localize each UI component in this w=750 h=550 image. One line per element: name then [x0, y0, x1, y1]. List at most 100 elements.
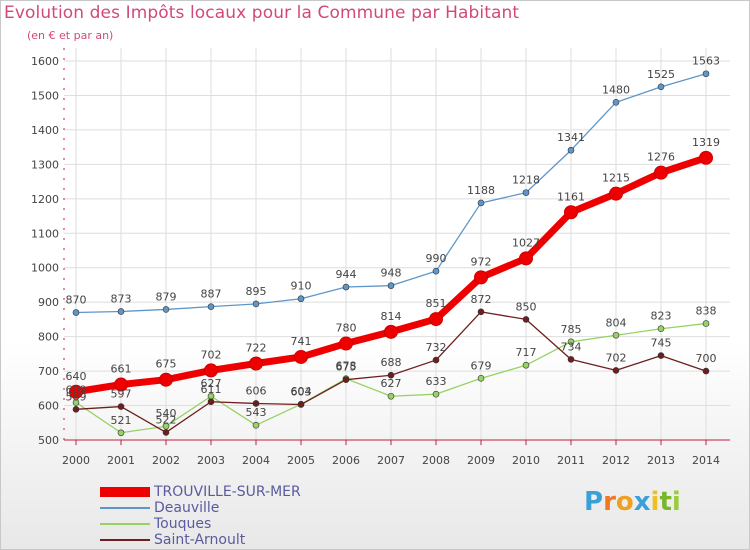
data-point-touques: [72, 399, 80, 406]
data-label-saint-arnoult: 872: [471, 293, 492, 306]
data-label-saint-arnoult: 675: [336, 361, 357, 374]
data-label-trouville: 702: [201, 348, 222, 361]
data-label-trouville: 661: [111, 363, 132, 376]
data-label-saint-arnoult: 589: [66, 390, 87, 403]
x-tick-label: 2005: [287, 454, 315, 467]
data-label-trouville: 640: [66, 370, 87, 383]
y-tick-label: 600: [38, 400, 59, 413]
data-label-trouville: 972: [471, 255, 492, 268]
chart-subtitle: (en € et par an): [27, 29, 114, 42]
data-point-touques: [522, 361, 530, 369]
data-label-trouville: 780: [336, 322, 357, 335]
x-tick-label: 2009: [467, 454, 495, 467]
y-tick-label: 700: [38, 365, 59, 378]
data-point-deauville: [657, 83, 665, 91]
data-label-saint-arnoult: 606: [246, 384, 267, 397]
legend-item-saint-arnoult: Saint-Arnoult: [100, 532, 400, 548]
data-label-trouville: 1027: [512, 236, 540, 249]
legend-swatch-trouville: [100, 487, 150, 497]
data-label-saint-arnoult: 732: [426, 341, 447, 354]
data-point-trouville: [294, 349, 308, 364]
data-label-touques: 804: [606, 316, 627, 329]
data-point-saint-arnoult: [657, 352, 665, 359]
x-tick-label: 2003: [197, 454, 225, 467]
data-label-touques: 823: [651, 310, 672, 323]
data-label-touques: 521: [111, 414, 132, 427]
data-point-saint-arnoult: [702, 367, 710, 375]
legend-item-deauville: Deauville: [100, 500, 400, 516]
x-tick-label: 2007: [377, 454, 405, 467]
data-point-trouville: [519, 251, 533, 266]
data-label-trouville: 851: [426, 297, 447, 310]
y-tick-label: 1500: [31, 89, 59, 102]
data-label-touques: 627: [381, 377, 402, 390]
data-point-saint-arnoult: [612, 367, 620, 374]
data-label-saint-arnoult: 597: [111, 388, 132, 401]
data-point-deauville: [252, 300, 260, 308]
data-point-saint-arnoult: [432, 356, 440, 364]
data-label-deauville: 1563: [692, 55, 720, 68]
data-label-deauville: 887: [201, 288, 222, 301]
data-point-saint-arnoult: [522, 316, 530, 323]
logo-letter: x: [633, 487, 651, 517]
data-label-deauville: 910: [291, 280, 312, 293]
data-label-saint-arnoult: 850: [516, 300, 537, 313]
data-label-deauville: 870: [66, 294, 87, 307]
legend-swatch-touques: [100, 523, 150, 525]
chart-legend: TROUVILLE-SUR-MER Deauville Touques Sain…: [100, 484, 400, 548]
data-point-deauville: [702, 70, 710, 78]
data-point-touques: [387, 392, 395, 400]
data-point-deauville: [117, 308, 125, 315]
x-tick-label: 2012: [602, 454, 630, 467]
y-tick-label: 800: [38, 331, 59, 344]
data-point-deauville: [432, 267, 440, 275]
data-label-deauville: 895: [246, 285, 267, 298]
data-label-saint-arnoult: 734: [561, 340, 582, 353]
legend-item-trouville: TROUVILLE-SUR-MER: [100, 484, 400, 500]
x-tick-label: 2002: [152, 454, 180, 467]
data-point-trouville: [159, 372, 173, 387]
logo-letter: i: [650, 487, 660, 517]
logo-letter: i: [671, 487, 681, 517]
data-point-trouville: [474, 270, 488, 285]
data-label-saint-arnoult: 700: [696, 352, 717, 365]
data-label-trouville: 722: [246, 342, 267, 355]
data-label-deauville: 944: [336, 268, 357, 281]
data-point-deauville: [207, 303, 215, 310]
data-label-touques: 838: [696, 305, 717, 318]
y-tick-label: 1600: [31, 55, 59, 68]
data-label-touques: 543: [246, 406, 267, 419]
legend-item-touques: Touques: [100, 516, 400, 532]
data-point-deauville: [522, 189, 530, 196]
data-point-touques: [612, 331, 620, 339]
x-tick-label: 2013: [647, 454, 675, 467]
data-label-touques: 609: [66, 383, 87, 396]
data-point-deauville: [72, 309, 80, 316]
data-point-trouville: [114, 377, 128, 392]
x-tick-label: 2011: [557, 454, 585, 467]
data-point-trouville: [564, 205, 578, 220]
data-label-deauville: 1341: [557, 131, 585, 144]
data-point-trouville: [654, 165, 668, 180]
data-point-deauville: [477, 199, 485, 207]
data-point-touques: [567, 338, 575, 346]
data-point-saint-arnoult: [387, 371, 395, 379]
data-point-deauville: [297, 295, 305, 303]
data-point-trouville: [69, 384, 83, 399]
data-point-deauville: [387, 282, 395, 289]
data-point-touques: [477, 375, 485, 382]
data-label-deauville: 879: [156, 290, 177, 303]
data-label-saint-arnoult: 702: [606, 351, 627, 364]
data-point-saint-arnoult: [162, 429, 170, 436]
data-label-touques: 679: [471, 359, 492, 372]
data-label-touques: 717: [516, 346, 537, 359]
y-tick-label: 900: [38, 296, 59, 309]
data-label-trouville: 1161: [557, 190, 585, 203]
data-label-touques: 604: [291, 385, 312, 398]
data-point-saint-arnoult: [207, 398, 215, 406]
legend-label-deauville: Deauville: [154, 500, 220, 516]
data-label-trouville: 814: [381, 310, 402, 323]
legend-label-trouville: TROUVILLE-SUR-MER: [154, 484, 301, 500]
